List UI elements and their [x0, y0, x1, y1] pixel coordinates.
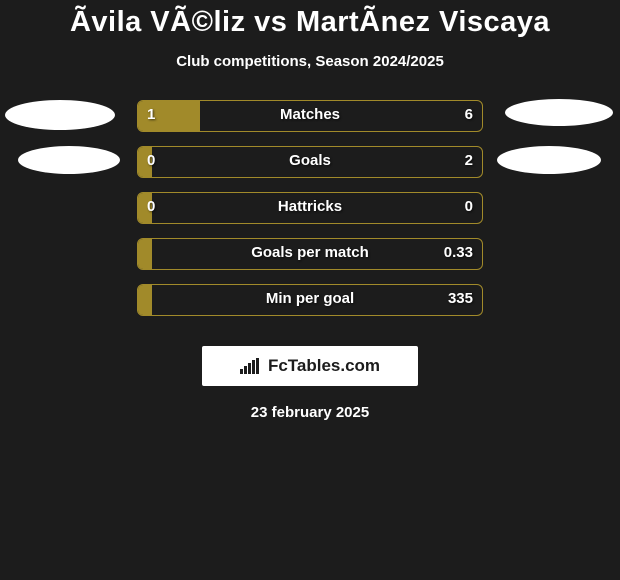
date-line: 23 february 2025 [0, 404, 620, 421]
brand-text: FcTables.com [268, 356, 380, 376]
stat-value-right: 2 [465, 152, 473, 169]
stat-label: Min per goal [0, 290, 620, 307]
stat-value-right: 0 [465, 198, 473, 215]
page-subtitle: Club competitions, Season 2024/2025 [0, 53, 620, 70]
stat-row: 1 Matches 6 [0, 100, 620, 146]
stat-row: 0 Hattricks 0 [0, 192, 620, 238]
stat-label: Goals per match [0, 244, 620, 261]
stat-row: Goals per match 0.33 [0, 238, 620, 284]
brand-chart-icon [240, 358, 262, 374]
stat-value-right: 0.33 [444, 244, 473, 261]
stat-label: Matches [0, 106, 620, 123]
stat-label: Goals [0, 152, 620, 169]
stat-value-right: 335 [448, 290, 473, 307]
stat-value-right: 6 [465, 106, 473, 123]
stat-row: 0 Goals 2 [0, 146, 620, 192]
brand-box[interactable]: FcTables.com [202, 346, 418, 386]
stats-card: Ãvila VÃ©liz vs MartÃnez Viscaya Club co… [0, 0, 620, 421]
stat-label: Hattricks [0, 198, 620, 215]
stat-row: Min per goal 335 [0, 284, 620, 330]
stats-rows: 1 Matches 6 0 Goals 2 0 Hattricks 0 G [0, 100, 620, 330]
page-title: Ãvila VÃ©liz vs MartÃnez Viscaya [0, 6, 620, 39]
